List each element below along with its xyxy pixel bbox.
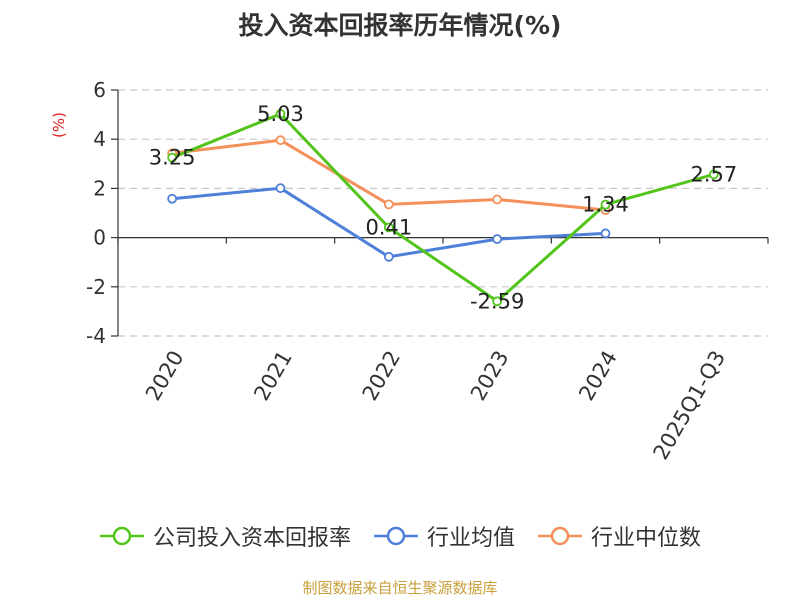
x-tick-label: 2021 xyxy=(249,347,297,405)
y-axis-label: (%) xyxy=(50,112,68,138)
data-source-note: 制图数据来自恒生聚源数据库 xyxy=(302,579,498,597)
data-label: 3.25 xyxy=(149,146,196,170)
data-point-company-roic xyxy=(167,152,178,163)
x-tick-label: 2023 xyxy=(466,346,514,404)
legend-item-industry-mean[interactable]: 行业均值 xyxy=(373,520,515,552)
data-point-industry-mean xyxy=(492,234,503,244)
legend: 公司投入资本回报率 行业均值 行业中位数 xyxy=(0,520,800,552)
data-point-industry-mean xyxy=(383,251,394,262)
data-point-industry-median xyxy=(383,199,394,210)
x-tick-label: 2024 xyxy=(574,347,622,405)
data-point-industry-median xyxy=(275,135,286,146)
data-point-company-roic xyxy=(275,108,286,119)
data-point-company-roic xyxy=(492,296,503,307)
data-label: 1.34 xyxy=(582,193,629,217)
legend-label-industry-median: 行业中位数 xyxy=(591,526,702,551)
data-point-industry-mean xyxy=(275,183,286,194)
x-tick-label: 2022 xyxy=(358,347,406,405)
data-label: 5.03 xyxy=(257,102,304,126)
data-label: -2.59 xyxy=(470,289,524,313)
data-point-industry-median xyxy=(492,194,503,205)
legend-marker-industry-mean xyxy=(373,526,418,546)
data-point-company-roic xyxy=(600,199,611,210)
data-point-company-roic xyxy=(708,169,719,180)
legend-marker-industry-median xyxy=(538,526,582,546)
data-point-company-roic xyxy=(383,222,394,233)
series-line-company-roic xyxy=(171,112,715,303)
y-tick-label: 2 xyxy=(93,176,106,200)
legend-item-industry-median[interactable]: 行业中位数 xyxy=(537,520,701,552)
legend-item-company-roic[interactable]: 公司投入资本回报率 xyxy=(99,520,351,552)
y-tick-label: 0 xyxy=(93,226,106,250)
x-tick-label: 2025Q1-Q3 xyxy=(649,347,731,464)
data-label: 0.41 xyxy=(365,216,412,240)
y-tick-label: -2 xyxy=(86,275,106,299)
y-tick-label: 4 xyxy=(93,127,106,151)
legend-label-industry-mean: 行业均值 xyxy=(426,526,515,551)
legend-label-company-roic: 公司投入资本回报率 xyxy=(152,526,351,551)
y-tick-label: 6 xyxy=(93,78,106,102)
chart-title: 投入资本回报率历年情况(%) xyxy=(238,11,562,40)
data-label: 2.57 xyxy=(690,162,737,186)
data-point-industry-mean xyxy=(600,228,611,239)
data-point-industry-mean xyxy=(167,193,178,204)
x-tick-label: 2020 xyxy=(141,347,189,405)
legend-marker-company-roic xyxy=(99,526,144,546)
y-tick-label: -4 xyxy=(86,324,106,348)
line-chart: 6 4 2 0 -2 -4 (%) 2020 2021 2022 2023 2024 2025Q1-Q3… xyxy=(50,78,769,464)
